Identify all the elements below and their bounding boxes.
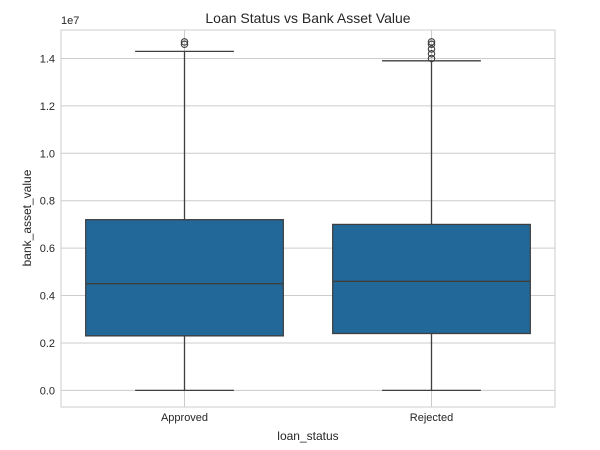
outlier-point [427,38,436,46]
y-tick-label: 0.2 [40,338,55,350]
box-group-rejected [332,38,531,392]
y-tick-label: 1.4 [40,53,55,65]
iqr-box [85,219,284,337]
outlier-point [427,40,436,48]
x-axis-label: loan_status [277,429,338,443]
outlier-point [427,49,436,58]
outlier-point [180,40,189,48]
iqr-box [332,223,531,335]
plot-frame [60,29,556,408]
outlier-point [427,54,436,63]
y-tick-label: 0.8 [40,196,55,208]
chart-title: Loan Status vs Bank Asset Value [205,10,410,26]
boxes [85,38,531,392]
y-tick-label: 0.0 [40,385,55,397]
y-tick-label: 1.2 [40,101,55,113]
x-axis-ticks: Approved Rejected [161,412,453,424]
x-tick-label: Rejected [410,412,453,424]
y-tick-label: 0.6 [40,243,55,255]
y-axis-ticks: 0.0 0.2 0.4 0.6 0.8 1.0 1.2 1.4 [40,53,55,397]
y-axis-offset-label: 1e7 [61,15,79,27]
box-group-approved [85,38,284,392]
y-axis-label: bank_asset_value [20,169,34,266]
outlier-point [427,45,436,53]
outlier-point [180,38,189,46]
y-tick-label: 0.4 [40,291,55,303]
y-tick-label: 1.0 [40,148,55,160]
x-tick-label: Approved [161,412,208,424]
